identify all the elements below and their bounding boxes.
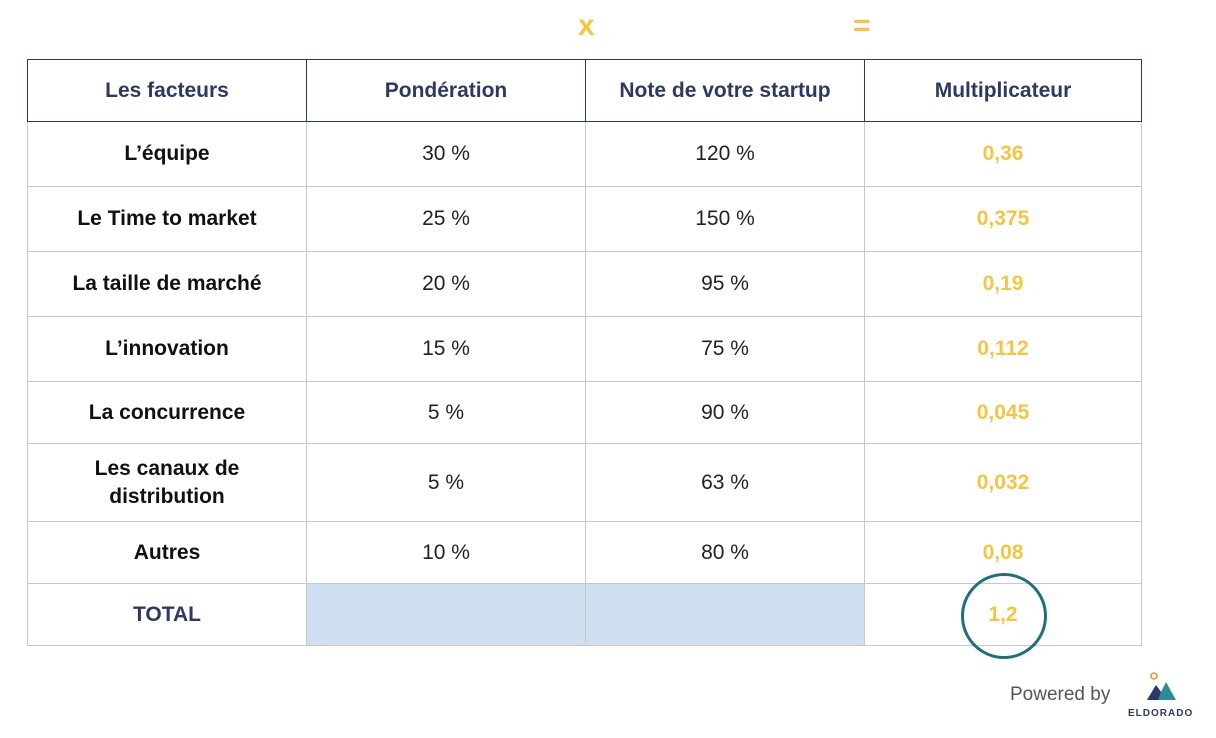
highlight-circle bbox=[961, 572, 1047, 659]
header-score: Note de votre startup bbox=[585, 59, 865, 122]
score-value: 75 % bbox=[585, 316, 865, 382]
score-value: 80 % bbox=[585, 521, 865, 584]
table-row: La concurrence 5 % 90 % 0,045 bbox=[27, 381, 1142, 444]
weight-value: 30 % bbox=[306, 121, 586, 187]
header-multiplier: Multiplicateur bbox=[864, 59, 1142, 122]
score-value: 95 % bbox=[585, 251, 865, 317]
factor-name: L’équipe bbox=[27, 121, 307, 187]
factor-name: Autres bbox=[27, 521, 307, 584]
table-row: Les canaux de distribution 5 % 63 % 0,03… bbox=[27, 443, 1142, 522]
score-value: 63 % bbox=[585, 443, 865, 522]
factor-name: La concurrence bbox=[27, 381, 307, 444]
multiplier-value: 0,045 bbox=[864, 381, 1142, 444]
eldorado-logo: ELDORADO bbox=[1128, 672, 1196, 722]
table-row: L’innovation 15 % 75 % 0,112 bbox=[27, 316, 1142, 382]
weight-value: 25 % bbox=[306, 186, 586, 252]
table-row: L’équipe 30 % 120 % 0,36 bbox=[27, 121, 1142, 187]
total-weight-cell bbox=[306, 583, 586, 646]
factor-name: L’innovation bbox=[27, 316, 307, 382]
header-factors: Les facteurs bbox=[27, 59, 307, 122]
multiply-operator: x bbox=[578, 9, 595, 42]
multiplier-value: 0,375 bbox=[864, 186, 1142, 252]
multiplier-value: 0,36 bbox=[864, 121, 1142, 187]
table-row: Le Time to market 25 % 150 % 0,375 bbox=[27, 186, 1142, 252]
multiplier-value: 0,19 bbox=[864, 251, 1142, 317]
weight-value: 5 % bbox=[306, 443, 586, 522]
total-label: TOTAL bbox=[27, 583, 307, 646]
score-value: 120 % bbox=[585, 121, 865, 187]
total-row: TOTAL 1,2 bbox=[27, 572, 1142, 659]
weight-value: 5 % bbox=[306, 381, 586, 444]
mountain-icon bbox=[1147, 672, 1176, 700]
table-row: Autres 10 % 80 % 0,08 bbox=[27, 521, 1142, 584]
factor-name: Les canaux de distribution bbox=[27, 443, 307, 522]
powered-by-text: Powered by bbox=[1010, 684, 1111, 705]
equals-operator: = bbox=[853, 9, 871, 42]
table-header-row: Les facteurs Pondération Note de votre s… bbox=[27, 59, 1142, 122]
total-score-cell bbox=[585, 583, 865, 646]
factors-table: Les facteurs Pondération Note de votre s… bbox=[27, 59, 1142, 659]
score-value: 90 % bbox=[585, 381, 865, 444]
total-multiplier-cell: 1,2 bbox=[864, 572, 1142, 659]
total-multiplier-value: 1,2 bbox=[988, 602, 1018, 626]
factor-name: Le Time to market bbox=[27, 186, 307, 252]
multiplier-value: 0,112 bbox=[864, 316, 1142, 382]
multiplier-value: 0,032 bbox=[864, 443, 1142, 522]
brand-name: ELDORADO bbox=[1128, 708, 1194, 719]
table-row: La taille de marché 20 % 95 % 0,19 bbox=[27, 251, 1142, 317]
score-value: 150 % bbox=[585, 186, 865, 252]
weight-value: 15 % bbox=[306, 316, 586, 382]
weight-value: 20 % bbox=[306, 251, 586, 317]
weight-value: 10 % bbox=[306, 521, 586, 584]
factor-name: La taille de marché bbox=[27, 251, 307, 317]
header-weight: Pondération bbox=[306, 59, 586, 122]
